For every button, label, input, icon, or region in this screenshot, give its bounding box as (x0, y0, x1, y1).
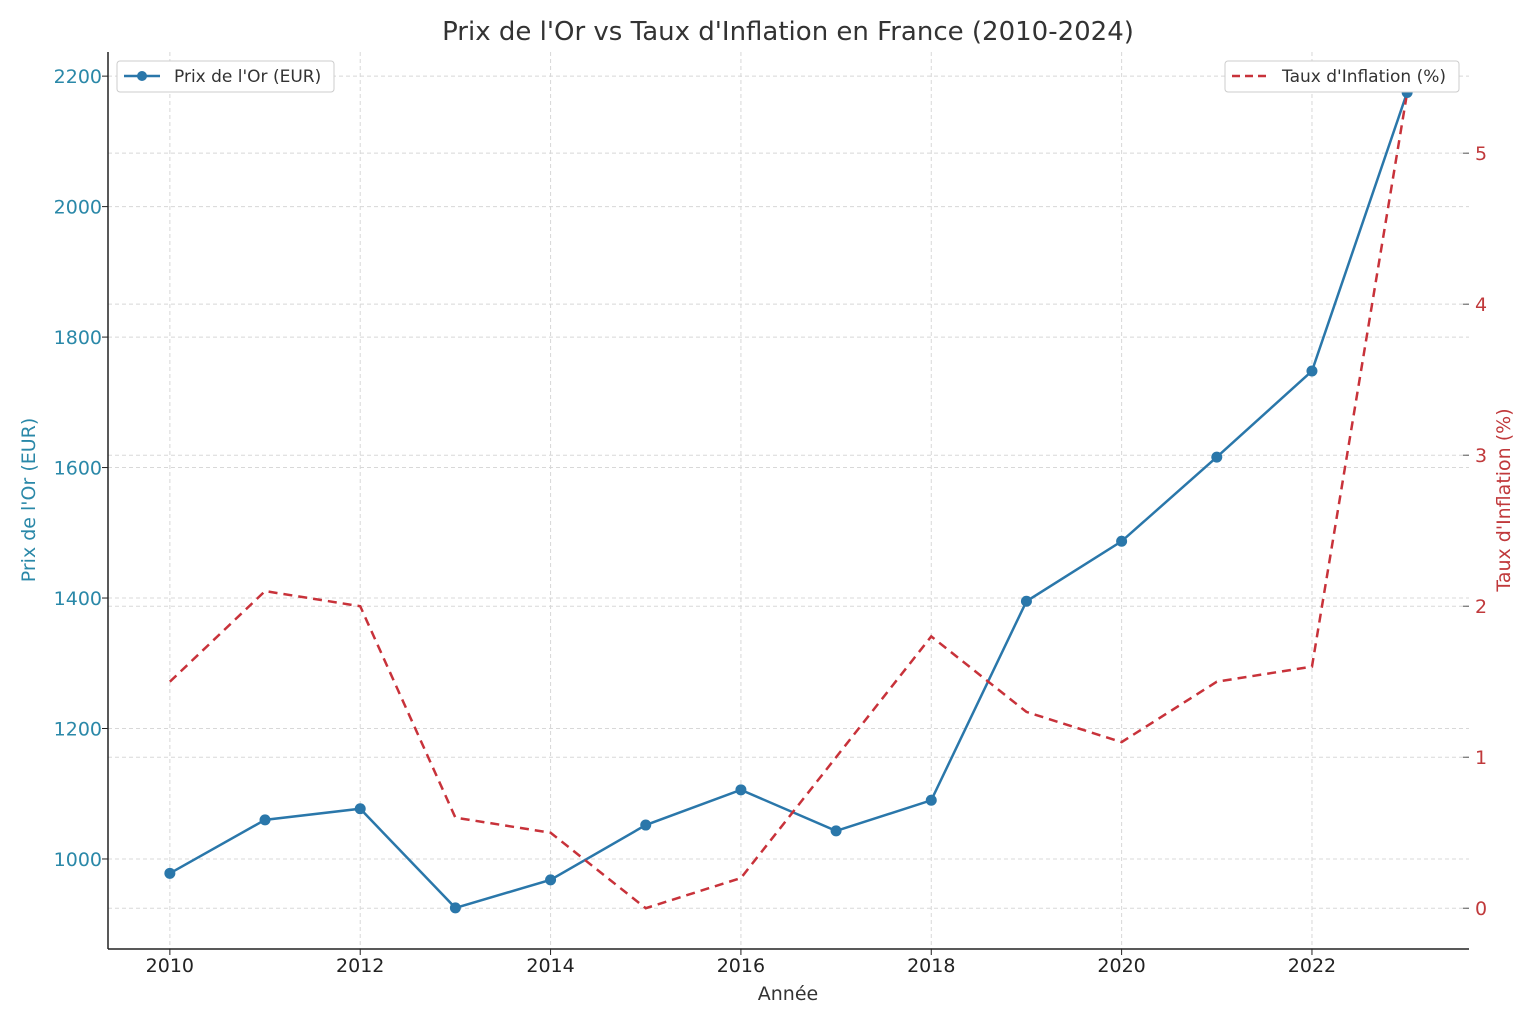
chart-title: Prix de l'Or vs Taux d'Inflation en Fran… (442, 17, 1134, 47)
gold-price-point (925, 794, 937, 806)
y-right-tick-label: 2 (1475, 596, 1487, 618)
y-right-tick-label: 4 (1475, 294, 1487, 316)
axes: 2010 2012 2014 2016 2018 2020 2022100012001400… (54, 52, 1487, 977)
gold-price-point (164, 867, 176, 879)
y-right-axis-label: Taux d'Inflation (%) (1493, 408, 1515, 592)
gold-price-point (640, 819, 652, 831)
y-right-tick-label: 1 (1475, 747, 1487, 769)
y-left-tick-label: 2200 (54, 66, 102, 88)
x-tick-label: 2022 (1288, 955, 1336, 977)
y-left-tick-label: 1400 (54, 588, 102, 610)
gold-price-point (1116, 535, 1128, 547)
y-left-tick-label: 1200 (54, 719, 102, 741)
legend-gold: Prix de l'Or (EUR) (116, 60, 335, 93)
y-left-tick-label: 1800 (54, 327, 102, 349)
x-tick-label: 2012 (336, 955, 384, 977)
gold-price-point (449, 902, 461, 914)
gold-price-point (545, 874, 557, 886)
legend-label-gold: Prix de l'Or (EUR) (174, 67, 321, 87)
x-tick-label: 2016 (717, 955, 765, 977)
gold-price-line (169, 92, 1409, 910)
x-axis-label: Année (758, 983, 818, 1005)
y-right-tick-label: 5 (1475, 143, 1487, 165)
y-left-tick-label: 2000 (54, 197, 102, 219)
gold-price-point (354, 803, 366, 815)
gold-price-point (1306, 365, 1318, 377)
gold-price-point (1211, 451, 1223, 463)
legend-marker-icon (137, 71, 147, 81)
y-left-tick-label: 1600 (54, 458, 102, 480)
x-tick-label: 2018 (907, 955, 955, 977)
y-left-axis-label: Prix de l'Or (EUR) (18, 418, 40, 583)
inflation-line (169, 92, 1409, 910)
legend-label-inflation: Taux d'Inflation (%) (1281, 67, 1446, 87)
gold-price-point (259, 814, 271, 826)
legend-inflation: Taux d'Inflation (%) (1224, 60, 1460, 93)
y-right-tick-label: 3 (1475, 445, 1487, 467)
x-tick-label: 2010 (146, 955, 194, 977)
series-lines (164, 86, 1413, 914)
y-left-tick-label: 1000 (54, 849, 102, 871)
gold-price-point (735, 784, 747, 796)
x-tick-label: 2020 (1097, 955, 1145, 977)
y-right-tick-label: 0 (1475, 898, 1487, 920)
grid (108, 52, 1469, 949)
gold-price-point (1020, 595, 1032, 607)
x-tick-label: 2014 (526, 955, 574, 977)
gold-price-point (830, 825, 842, 837)
